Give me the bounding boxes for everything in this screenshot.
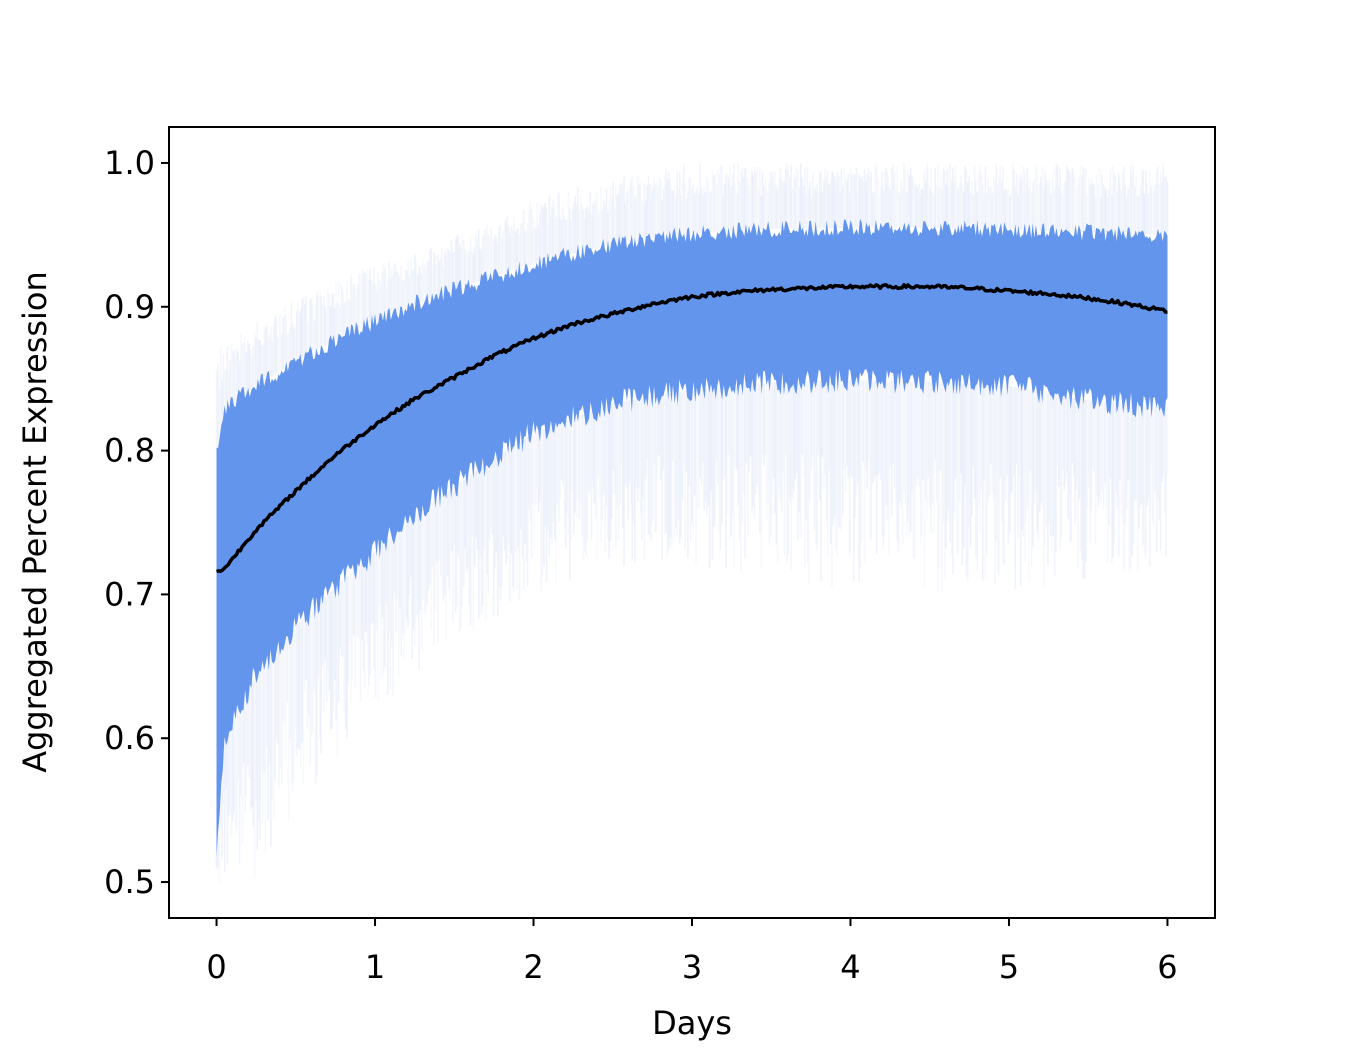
plot-area <box>215 163 1169 882</box>
y-tick-label: 0.6 <box>104 719 155 757</box>
x-tick-label: 1 <box>365 948 385 986</box>
x-tick-label: 4 <box>840 948 860 986</box>
y-tick-label: 0.8 <box>104 432 155 470</box>
x-tick-label: 2 <box>523 948 543 986</box>
mean-line <box>216 283 1168 574</box>
trajectory-spread <box>215 163 1169 882</box>
x-tick-label: 5 <box>999 948 1019 986</box>
x-tick-label: 0 <box>206 948 226 986</box>
y-axis-label: Aggregated Percent Expression <box>16 271 54 773</box>
x-tick-label: 3 <box>682 948 702 986</box>
y-tick-label: 0.9 <box>104 288 155 326</box>
y-tick-label: 0.5 <box>104 863 155 901</box>
y-tick-label: 0.7 <box>104 575 155 613</box>
x-axis-label: Days <box>652 1004 732 1042</box>
x-tick-label: 6 <box>1157 948 1177 986</box>
y-tick-label: 1.0 <box>104 144 155 182</box>
axes: 0 1 2 3 4 5 6 0.5 0.6 0.7 0.8 0.9 1.0 <box>104 144 1178 986</box>
